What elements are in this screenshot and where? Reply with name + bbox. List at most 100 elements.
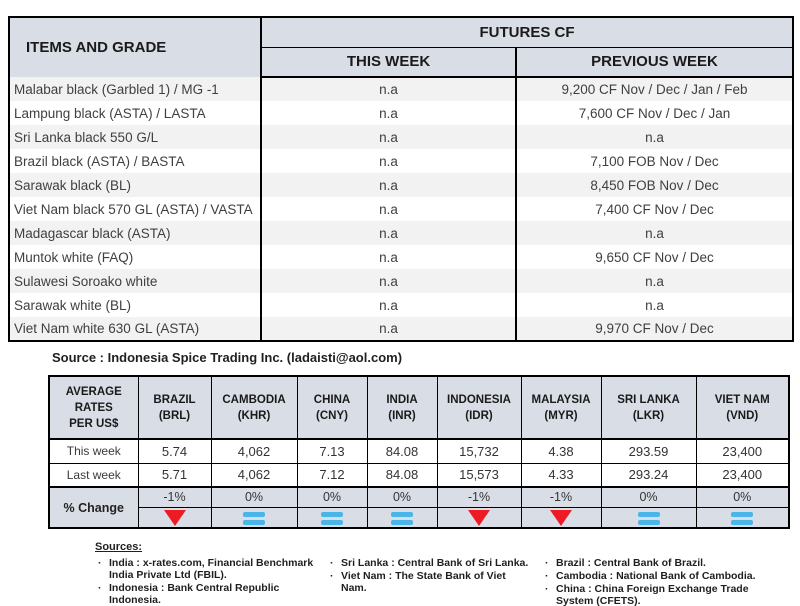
percent-change-cell: 0% — [366, 486, 438, 508]
this-week-cell: n.a — [261, 101, 517, 125]
last-week-rate-cell: 293.24 — [600, 462, 697, 488]
source-item: · India : x-rates.com, Financial Benchma… — [95, 557, 327, 581]
table-row: Viet Nam black 570 GL (ASTA) / VASTA n.a… — [9, 197, 793, 221]
table-row: Sarawak black (BL) n.a 8,450 FOB Nov / D… — [9, 173, 793, 197]
previous-week-header: PREVIOUS WEEK — [516, 47, 793, 78]
trend-icon — [243, 511, 265, 525]
source-item: · Indonesia : Bank Central Republic Indo… — [95, 582, 327, 606]
exchange-rates-table: AVERAGE RATES PER US$ BRAZIL (BRL) CAMBO… — [48, 375, 790, 529]
this-week-row: This week 5.74 4,062 7.13 84.08 15,732 4… — [48, 438, 790, 464]
this-week-cell: n.a — [261, 317, 517, 341]
item-grade-cell: Sarawak black (BL) — [9, 173, 262, 197]
currency-code: (BRL) — [158, 409, 191, 422]
previous-week-cell: n.a — [645, 297, 664, 313]
percent-change-row: % Change -1% 0% 0% 0% -1% -1% 0% 0% — [48, 486, 790, 529]
this-week-rate-cell: 84.08 — [366, 438, 438, 464]
previous-week-cell: 7,100 FOB Nov / Dec — [590, 153, 719, 169]
last-week-row: Last week 5.71 4,062 7.12 84.08 15,573 4… — [48, 462, 790, 488]
table-row: Madagascar black (ASTA) n.a n.a — [9, 221, 793, 245]
currency-code: (IDR) — [465, 409, 493, 422]
source-text: Viet Nam : The State Bank of Viet Nam. — [341, 570, 506, 594]
table-row: Sulawesi Soroako white n.a n.a — [9, 269, 793, 293]
item-grade-cell: Sri Lanka black 550 G/L — [9, 125, 262, 149]
previous-week-cell: 9,200 CF Nov / Dec / Jan / Feb — [561, 82, 748, 97]
trend-icon-cell — [366, 506, 438, 529]
bullet-icon: · — [98, 557, 102, 569]
trend-icon — [391, 511, 413, 525]
items-and-grade-header: ITEMS AND GRADE — [9, 17, 262, 77]
previous-week-cell: n.a — [645, 129, 664, 145]
item-grade-cell: Viet Nam black 570 GL (ASTA) / VASTA — [9, 197, 262, 221]
table-row: Muntok white (FAQ) n.a 9,650 CF Nov / De… — [9, 245, 793, 269]
trend-icon-cell — [296, 506, 368, 529]
last-week-rate-cell: 15,573 — [436, 462, 522, 488]
previous-week-cell: 7,400 CF Nov / Dec — [595, 201, 714, 217]
trend-icon — [550, 509, 572, 526]
average-rates-corner-header: AVERAGE RATES PER US$ — [48, 375, 139, 440]
trend-icon-row — [49, 506, 790, 529]
last-week-rate-cell: 23,400 — [695, 462, 790, 488]
bullet-icon: · — [545, 570, 549, 582]
percent-change-cell: 0% — [296, 486, 368, 508]
previous-week-cell: n.a — [645, 225, 664, 241]
source-item: · Cambodia : National Bank of Cambodia. — [542, 570, 792, 582]
last-week-rate-cell: 4,062 — [210, 462, 298, 488]
source-text: China : China Foreign Exchange Trade Sys… — [556, 583, 749, 606]
trend-icon — [637, 511, 660, 525]
source-item: · China : China Foreign Exchange Trade S… — [542, 583, 792, 606]
item-grade-cell: Sarawak white (BL) — [9, 293, 262, 317]
previous-week-cell: n.a — [645, 273, 664, 289]
source-text: Brazil : Central Bank of Brazil. — [556, 557, 706, 569]
percent-change-cell: -1% — [520, 486, 602, 508]
this-week-rate-cell: 7.13 — [296, 438, 368, 464]
table-row: Sarawak white (BL) n.a n.a — [9, 293, 793, 317]
percent-change-cell: 0% — [210, 486, 298, 508]
sources-column-1: · India : x-rates.com, Financial Benchma… — [95, 557, 327, 606]
sources-column-3: · Brazil : Central Bank of Brazil. · Cam… — [542, 557, 792, 606]
bullet-icon: · — [545, 557, 549, 569]
percent-change-cell: -1% — [137, 486, 212, 508]
currency-name: CHINA — [313, 393, 351, 406]
sources-column-2: · Sri Lanka : Central Bank of Sri Lanka.… — [327, 557, 542, 606]
sources-title: Sources: — [95, 541, 143, 553]
trend-icon-cell — [210, 506, 298, 529]
currency-code: (LKR) — [632, 409, 665, 422]
source-item: · Viet Nam : The State Bank of Viet Nam. — [327, 570, 542, 594]
previous-week-cell: 9,970 CF Nov / Dec — [595, 321, 714, 336]
currency-name: BRAZIL — [153, 393, 196, 406]
table-row: Sri Lanka black 550 G/L n.a n.a — [9, 125, 793, 149]
currency-code: (INR) — [388, 409, 416, 422]
this-week-rate-cell: 5.74 — [137, 438, 212, 464]
currency-code: (CNY) — [316, 409, 348, 422]
table-row: Brazil black (ASTA) / BASTA n.a 7,100 FO… — [9, 149, 793, 173]
source-text: India : x-rates.com, Financial Benchmark… — [109, 557, 314, 581]
last-week-rate-cell: 84.08 — [366, 462, 438, 488]
sources-columns: · India : x-rates.com, Financial Benchma… — [95, 557, 792, 606]
currency-header-cell: VIET NAM (VND) — [695, 375, 790, 440]
table-row: Malabar black (Garbled 1) / MG -1 n.a 9,… — [9, 77, 793, 101]
trend-icon — [468, 509, 490, 526]
currency-header-cell: INDIA (INR) — [366, 375, 438, 440]
currency-code: (VND) — [726, 409, 759, 422]
bullet-icon: · — [98, 582, 102, 594]
rates-header-row: AVERAGE RATES PER US$ BRAZIL (BRL) CAMBO… — [48, 375, 790, 440]
currency-name: INDONESIA — [447, 393, 511, 406]
currency-header-cell: CAMBODIA (KHR) — [210, 375, 298, 440]
trend-icon-cell — [436, 506, 522, 529]
this-week-row-label: This week — [48, 438, 139, 464]
source-text: Sri Lanka : Central Bank of Sri Lanka. — [341, 557, 529, 569]
currency-name: CAMBODIA — [222, 393, 286, 406]
this-week-cell: n.a — [261, 77, 517, 101]
this-week-cell: n.a — [261, 269, 517, 293]
currency-code: (KHR) — [237, 409, 271, 422]
this-week-rate-cell: 4.38 — [520, 438, 602, 464]
this-week-cell: n.a — [261, 221, 517, 245]
currency-header-cell: CHINA (CNY) — [296, 375, 368, 440]
this-week-cell: n.a — [261, 173, 517, 197]
currency-header-cell: SRI LANKA (LKR) — [600, 375, 697, 440]
last-week-row-label: Last week — [48, 462, 139, 488]
last-week-rate-cell: 4.33 — [520, 462, 602, 488]
percent-change-cell: -1% — [436, 486, 522, 508]
currency-code: (MYR) — [544, 409, 578, 422]
last-week-rate-cell: 7.12 — [296, 462, 368, 488]
